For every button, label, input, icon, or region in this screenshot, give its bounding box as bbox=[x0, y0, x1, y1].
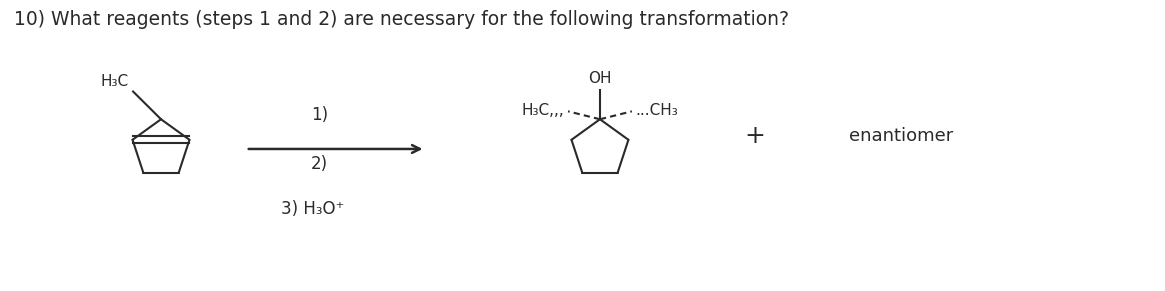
Text: enantiomer: enantiomer bbox=[849, 127, 954, 145]
Text: 2): 2) bbox=[311, 155, 327, 173]
Text: +: + bbox=[744, 124, 765, 148]
Text: H₃C,,,: H₃C,,, bbox=[521, 103, 564, 118]
Text: 10) What reagents (steps 1 and 2) are necessary for the following transformation: 10) What reagents (steps 1 and 2) are ne… bbox=[14, 10, 790, 29]
Text: 3) H₃O⁺: 3) H₃O⁺ bbox=[281, 200, 344, 219]
Text: 1): 1) bbox=[311, 106, 327, 124]
Text: OH: OH bbox=[588, 71, 612, 86]
Text: ...CH₃: ...CH₃ bbox=[636, 103, 679, 118]
Text: H₃C: H₃C bbox=[101, 74, 129, 88]
